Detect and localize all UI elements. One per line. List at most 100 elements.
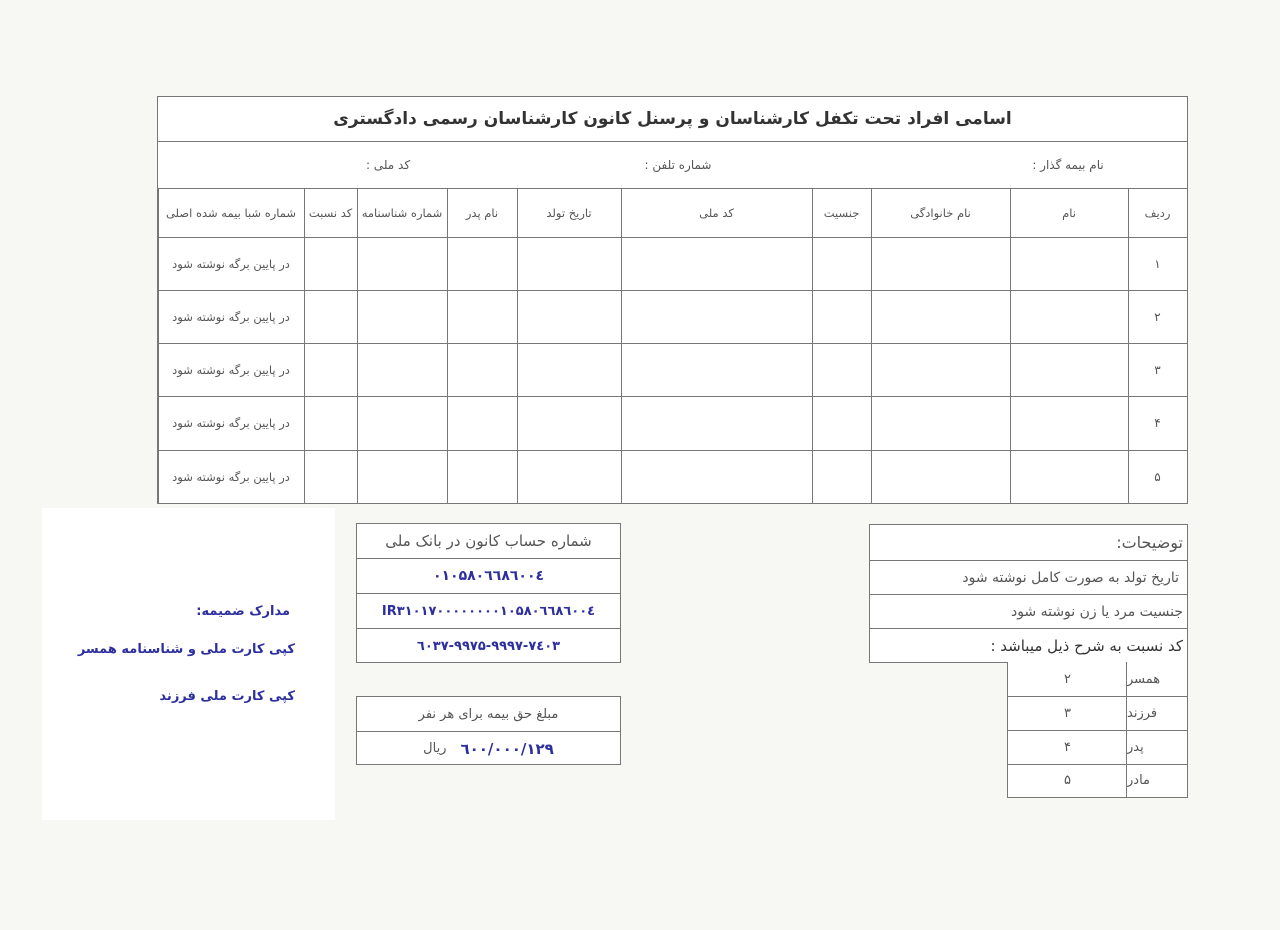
column-header: نام خانوادگی	[910, 205, 971, 220]
row-divider	[158, 290, 1188, 291]
attachment-item: کپی کارت ملی و شناسنامه همسر	[77, 642, 295, 657]
row-divider	[158, 450, 1188, 451]
empty-cell[interactable]	[517, 237, 621, 290]
empty-cell[interactable]	[517, 396, 621, 450]
empty-cell[interactable]	[812, 237, 871, 290]
row-divider	[158, 188, 1188, 189]
note-line: جنسیت مرد یا زن نوشته شود	[1010, 603, 1183, 620]
empty-cell[interactable]	[871, 450, 1010, 503]
empty-cell[interactable]	[517, 450, 621, 503]
premium-heading: مبلغ حق بیمه برای هر نفر	[418, 706, 559, 722]
column-divider	[517, 188, 518, 504]
notes-heading: توضیحات:	[1116, 533, 1183, 552]
row-divider	[158, 396, 1188, 397]
empty-cell[interactable]	[357, 450, 447, 503]
relation-code: ۵	[1008, 764, 1127, 797]
row-index: ۱	[1154, 256, 1161, 271]
empty-cell[interactable]	[447, 343, 517, 396]
empty-cell[interactable]	[871, 237, 1010, 290]
empty-cell[interactable]	[304, 450, 357, 503]
column-divider	[621, 188, 622, 504]
row-divider	[158, 503, 1188, 504]
empty-cell[interactable]	[871, 290, 1010, 343]
relation-code: ۴	[1008, 730, 1127, 764]
empty-cell[interactable]	[447, 290, 517, 343]
empty-cell[interactable]	[1010, 343, 1128, 396]
column-divider	[1010, 188, 1011, 504]
account-number: ۰۱۰۵۸۰٦٦٨٦۰۰٤	[432, 568, 545, 584]
sheba-number: IR۳۱۰۱۷۰۰۰۰۰۰۰۰۱۰۵۸۰٦٦٨٦۰۰٤	[381, 603, 596, 619]
empty-cell[interactable]	[304, 396, 357, 450]
empty-cell[interactable]	[621, 450, 812, 503]
row-index: ۳	[1154, 362, 1161, 377]
attachment-item: کپی کارت ملی فرزند	[159, 689, 295, 704]
empty-cell[interactable]	[871, 396, 1010, 450]
empty-cell[interactable]	[447, 396, 517, 450]
column-header: شماره شناسنامه	[361, 205, 443, 220]
column-header: کد ملی	[699, 205, 734, 220]
empty-cell[interactable]	[1010, 450, 1128, 503]
empty-cell[interactable]	[447, 237, 517, 290]
form-title: اسامی افراد تحت تکفل کارشناسان و پرسنل ک…	[333, 109, 1012, 129]
empty-cell[interactable]	[1010, 237, 1128, 290]
phone-label: شماره تلفن :	[644, 158, 712, 172]
empty-cell[interactable]	[304, 237, 357, 290]
row-divider	[158, 237, 1188, 238]
premium-amount: ۱۲۹/٦۰۰/۰۰۰	[460, 739, 554, 758]
bank-heading: شماره حساب کانون در بانک ملی	[385, 532, 592, 550]
column-header: کد نسبت	[308, 205, 353, 220]
column-divider	[357, 188, 358, 504]
column-header: شماره شبا بیمه شده اصلی	[165, 205, 297, 220]
empty-cell[interactable]	[1010, 290, 1128, 343]
empty-cell[interactable]	[517, 290, 621, 343]
card-number: ٦۰۳۷-۹۹۷۵-۹۹۹۷-۷٤۰۳	[416, 638, 561, 654]
column-divider	[447, 188, 448, 504]
attachments-heading: مدارک ضمیمه:	[196, 604, 290, 619]
empty-cell[interactable]	[621, 237, 812, 290]
empty-cell[interactable]	[304, 343, 357, 396]
empty-cell[interactable]	[357, 343, 447, 396]
notes-box: توضیحات: تاریخ تولد به صورت کامل نوشته ش…	[869, 524, 1188, 663]
row-index: ۴	[1154, 416, 1161, 430]
empty-cell[interactable]	[357, 237, 447, 290]
empty-cell[interactable]	[357, 396, 447, 450]
column-divider	[1187, 188, 1188, 504]
premium-amount-row: ۱۲۹/٦۰۰/۰۰۰ ریال	[357, 732, 620, 765]
relation-name: فرزند	[1127, 696, 1187, 730]
column-header: نام پدر	[465, 205, 499, 220]
empty-cell[interactable]	[621, 290, 812, 343]
empty-cell[interactable]	[812, 290, 871, 343]
note-line: کد نسبت به شرح ذیل میباشد :	[990, 637, 1183, 655]
empty-cell[interactable]	[812, 396, 871, 450]
empty-cell[interactable]	[621, 343, 812, 396]
insurer-name-label: نام بیمه گذار :	[1032, 158, 1104, 172]
relation-name: همسر	[1127, 662, 1187, 696]
row-divider	[158, 343, 1188, 344]
national-code-label: کد ملی :	[365, 158, 411, 172]
empty-cell[interactable]	[357, 290, 447, 343]
relation-name: مادر	[1127, 764, 1187, 797]
premium-unit: ریال	[423, 741, 447, 756]
row-index: ۵	[1154, 469, 1161, 484]
empty-cell[interactable]	[517, 343, 621, 396]
dependents-form: اسامی افراد تحت تکفل کارشناسان و پرسنل ک…	[157, 96, 1188, 504]
relation-name: پدر	[1127, 730, 1187, 764]
bank-account-box: شماره حساب کانون در بانک ملی ۰۱۰۵۸۰٦٦٨٦۰…	[356, 523, 621, 663]
premium-box: مبلغ حق بیمه برای هر نفر ۱۲۹/٦۰۰/۰۰۰ ریا…	[356, 696, 621, 765]
sheba-cell: در پایین برگه نوشته شود	[172, 309, 290, 324]
relation-code: ۲	[1008, 662, 1127, 696]
note-line: تاریخ تولد به صورت کامل نوشته شود	[962, 569, 1179, 586]
column-header: نام	[1062, 205, 1076, 220]
empty-cell[interactable]	[304, 290, 357, 343]
empty-cell[interactable]	[871, 343, 1010, 396]
empty-cell[interactable]	[1010, 396, 1128, 450]
empty-cell[interactable]	[812, 343, 871, 396]
empty-cell[interactable]	[621, 396, 812, 450]
relation-code: ۳	[1008, 696, 1127, 730]
attachments-box: مدارک ضمیمه: کپی کارت ملی و شناسنامه همس…	[42, 508, 335, 820]
column-divider	[871, 188, 872, 504]
sheba-cell: در پایین برگه نوشته شود	[172, 469, 290, 484]
row-index: ۲	[1154, 309, 1161, 324]
empty-cell[interactable]	[447, 450, 517, 503]
empty-cell[interactable]	[812, 450, 871, 503]
